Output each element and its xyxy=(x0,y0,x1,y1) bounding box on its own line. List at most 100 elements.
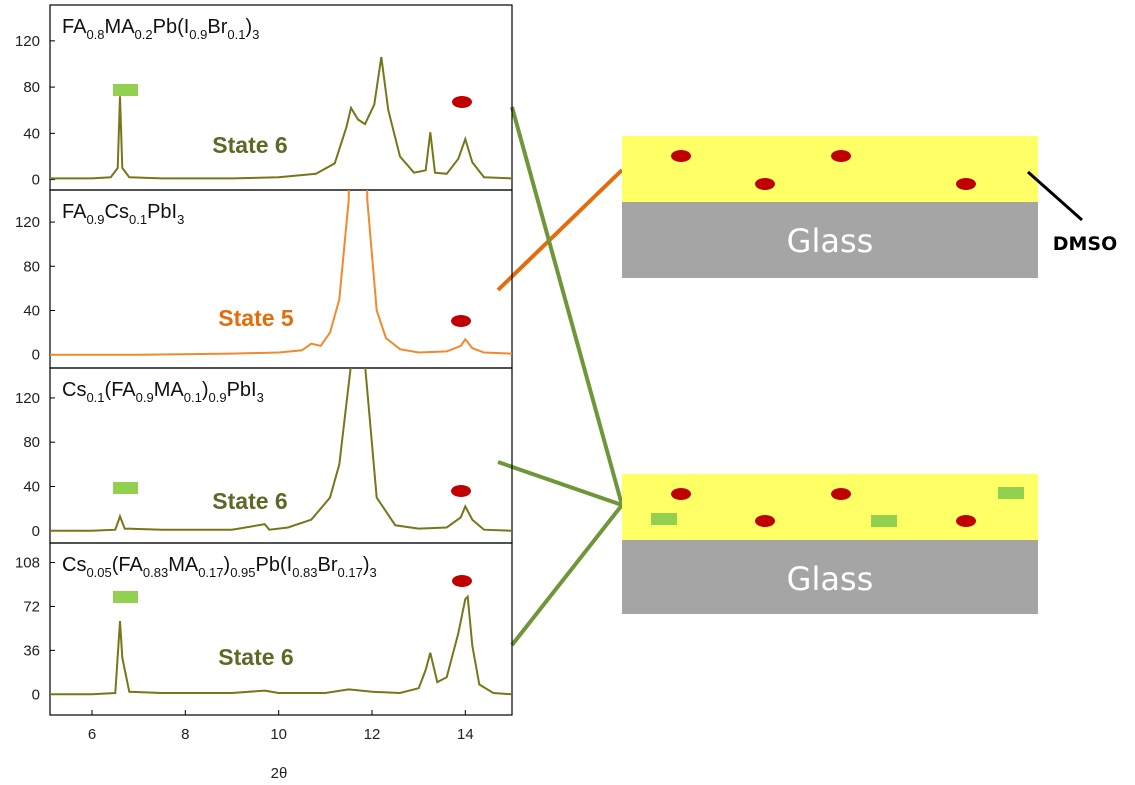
lines xyxy=(50,199,512,531)
dmso-layer xyxy=(622,474,1038,540)
title-part: 3 xyxy=(252,27,259,42)
figure: Glass DMSO Glass 04080120FA0.8MA0.2Pb(I0… xyxy=(0,0,1135,785)
title-part: 0.1 xyxy=(184,390,202,405)
title-part: 0.2 xyxy=(135,27,153,42)
panel-title: Cs0.05(FA0.83MA0.17)0.95Pb(I0.83Br0.17)3 xyxy=(62,554,377,580)
title-part: FA xyxy=(62,201,87,223)
data-line xyxy=(50,199,512,531)
glass-label: Glass xyxy=(787,222,874,260)
y-tick-label: 0 xyxy=(32,686,40,703)
state-label: State 5 xyxy=(218,305,294,331)
lines xyxy=(50,57,512,178)
red-marker xyxy=(451,485,471,497)
x-tick-label: 6 xyxy=(88,726,96,743)
y-tick-label: 120 xyxy=(15,214,40,231)
y-tick-label: 108 xyxy=(15,555,40,572)
connector xyxy=(498,170,622,290)
red-marker xyxy=(452,96,472,108)
title-part: 0.9 xyxy=(208,390,226,405)
y-tick-label: 72 xyxy=(23,598,40,615)
red-marker xyxy=(452,575,472,587)
title-part: ) xyxy=(363,554,370,576)
dmso-layer xyxy=(622,136,1038,202)
title-part: (FA xyxy=(112,554,144,576)
title-part: 0.05 xyxy=(86,565,111,580)
y-tick-label: 80 xyxy=(23,79,40,96)
title-part: 0.8 xyxy=(86,27,104,42)
y-tick-label: 0 xyxy=(32,523,40,540)
x-tick-label: 8 xyxy=(181,726,189,743)
x-tick-label: 14 xyxy=(457,726,474,743)
title-part: PbI xyxy=(227,379,257,401)
title-part: 0.17 xyxy=(198,565,223,580)
y-tick-label: 0 xyxy=(32,347,40,364)
y-tick-label: 120 xyxy=(15,33,40,50)
y-tick-label: 80 xyxy=(23,258,40,275)
green-marker xyxy=(113,84,138,96)
panel: 0 40 80 120 FA0.8MA0.2Pb(I0.9Br0.1)3 State 6 xyxy=(15,5,512,190)
red-particle xyxy=(831,150,851,162)
title-part: 0.9 xyxy=(189,27,207,42)
title-part: 0.17 xyxy=(338,565,363,580)
title-part: 3 xyxy=(257,390,264,405)
y-tick-label: 40 xyxy=(23,125,40,142)
x-tick-label: 10 xyxy=(270,726,287,743)
title-part: 0.95 xyxy=(230,565,255,580)
red-marker xyxy=(451,315,471,327)
title-part: Br xyxy=(207,16,227,38)
title-part: 0.1 xyxy=(227,27,245,42)
y-tick-label: 80 xyxy=(23,434,40,451)
title-part: Cs xyxy=(105,201,129,223)
red-particle xyxy=(831,488,851,500)
panel-title: FA0.9Cs0.1PbI3 xyxy=(62,201,184,227)
title-part: Pb(I xyxy=(256,554,293,576)
state-label: State 6 xyxy=(212,488,287,514)
title-part: (FA xyxy=(105,379,137,401)
x-tick-label: 12 xyxy=(364,726,381,743)
title-part: Cs xyxy=(62,379,86,401)
green-particle xyxy=(871,515,897,527)
connector xyxy=(498,462,622,505)
schematic-top: Glass DMSO xyxy=(622,136,1117,278)
title-part: FA xyxy=(62,16,87,38)
y-tick-label: 36 xyxy=(23,642,40,659)
title-part: MA xyxy=(168,554,199,576)
title-part: ) xyxy=(245,16,252,38)
state-label: State 6 xyxy=(218,644,293,670)
connector xyxy=(512,505,622,645)
title-part: PbI xyxy=(147,201,177,223)
green-particle xyxy=(998,487,1024,499)
state-label: State 6 xyxy=(212,132,287,158)
green-marker xyxy=(113,591,138,603)
red-particle xyxy=(956,515,976,527)
y-tick-label: 40 xyxy=(23,479,40,496)
panel: 0 40 80 120 Cs0.1(FA0.9MA0.1)0.9PbI3 State 6 xyxy=(15,199,512,544)
title-part: MA xyxy=(154,379,185,401)
red-particle xyxy=(755,515,775,527)
title-part: 3 xyxy=(369,565,376,580)
title-part: 0.9 xyxy=(136,390,154,405)
data-line xyxy=(50,57,512,178)
red-particle xyxy=(755,178,775,190)
glass-label: Glass xyxy=(787,560,874,598)
green-marker xyxy=(113,482,138,494)
connector xyxy=(512,107,622,505)
title-part: 3 xyxy=(177,212,184,227)
title-part: 0.83 xyxy=(143,565,168,580)
panel-title: FA0.8MA0.2Pb(I0.9Br0.1)3 xyxy=(62,16,259,42)
y-tick-label: 0 xyxy=(32,172,40,189)
x-axis-label: 2θ xyxy=(271,765,288,782)
y-tick-label: 120 xyxy=(15,390,40,407)
red-particle xyxy=(671,150,691,162)
title-part: 0.83 xyxy=(292,565,317,580)
title-part: 0.1 xyxy=(86,390,104,405)
dmso-label: DMSO xyxy=(1053,233,1118,255)
title-part: 0.1 xyxy=(129,212,147,227)
title-part: ) xyxy=(224,554,231,576)
title-part: 0.9 xyxy=(86,212,104,227)
panel-title: Cs0.1(FA0.9MA0.1)0.9PbI3 xyxy=(62,379,264,405)
y-tick-label: 40 xyxy=(23,303,40,320)
title-part: Cs xyxy=(62,554,86,576)
